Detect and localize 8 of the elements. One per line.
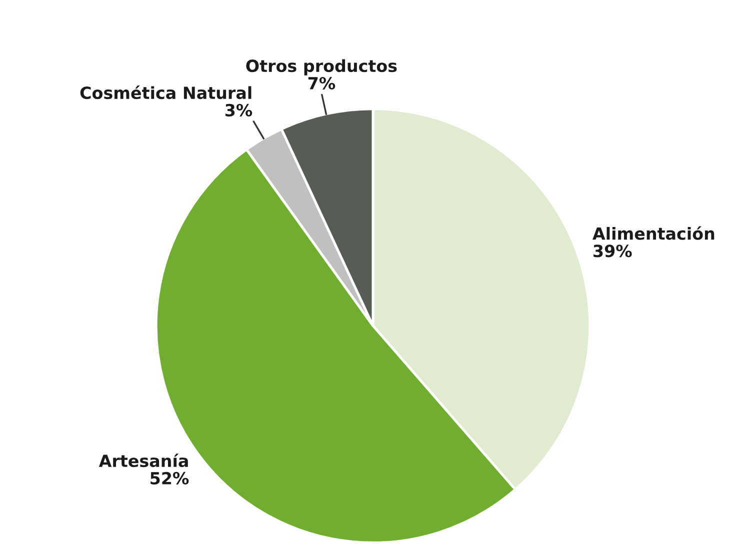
slice-label: Otros productos [246,59,397,76]
data-label: 52% [150,472,189,485]
slice-label: Cosmética Natural [80,86,252,100]
data-label: 7% [308,76,336,90]
data-label: 39% [594,244,632,258]
data-label: 3% [225,104,252,116]
slice-label: Alimentación [592,226,714,240]
slice-label: Artesanía [98,454,188,468]
